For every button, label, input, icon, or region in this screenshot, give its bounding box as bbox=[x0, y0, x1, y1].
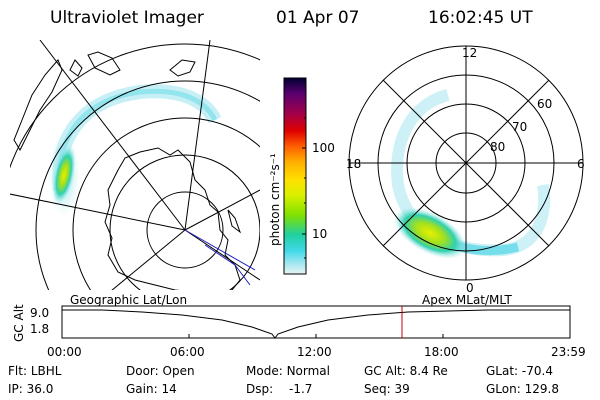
time-tick-1800: 18:00 bbox=[424, 345, 459, 359]
gcalt-label: GC Alt: bbox=[364, 364, 406, 378]
status-dsp: Dsp: -1.7 bbox=[246, 382, 312, 396]
terminator-line bbox=[184, 229, 256, 271]
mlt-label-18: 18 bbox=[346, 157, 362, 171]
mode-value: Normal bbox=[286, 364, 330, 378]
status-filter: Flt: LBHL bbox=[8, 364, 61, 378]
colorbar-tick-100: 100 bbox=[312, 141, 335, 155]
ip-label: IP: bbox=[8, 382, 23, 396]
dsp-label: Dsp: bbox=[246, 382, 274, 396]
mode-label: Mode: bbox=[246, 364, 283, 378]
filter-value: LBHL bbox=[30, 364, 62, 378]
seq-value: 39 bbox=[394, 382, 410, 396]
door-value: Open bbox=[162, 364, 195, 378]
geographic-map bbox=[10, 40, 260, 290]
time-tick-0000: 00:00 bbox=[47, 345, 82, 359]
glon-label: GLon: bbox=[486, 382, 521, 396]
lat-label-60: 60 bbox=[537, 97, 553, 111]
auroral-oval-map bbox=[52, 84, 222, 191]
time-tick-0600: 06:00 bbox=[170, 345, 205, 359]
filter-label: Flt: bbox=[8, 364, 27, 378]
gain-value: 14 bbox=[161, 382, 177, 396]
colorbar-unit-label: photon cm⁻²s⁻¹ bbox=[268, 153, 282, 246]
altitude-timeline bbox=[61, 305, 571, 339]
glon-value: 129.8 bbox=[524, 382, 559, 396]
mlt-label-6: 6 bbox=[577, 157, 585, 171]
glat-label: GLat: bbox=[486, 364, 519, 378]
status-ip: IP: 36.0 bbox=[8, 382, 53, 396]
auroral-hotspot-polar bbox=[393, 207, 467, 259]
timeline-ylabel: GC Alt bbox=[12, 304, 26, 342]
status-glon: GLon: 129.8 bbox=[486, 382, 559, 396]
door-label: Door: bbox=[126, 364, 159, 378]
seq-label: Seq: bbox=[364, 382, 391, 396]
timeline-right-title: Apex MLat/MLT bbox=[422, 293, 512, 307]
ip-value: 36.0 bbox=[26, 382, 54, 396]
gcalt-value: 8.4 Re bbox=[409, 364, 448, 378]
timeline-left-title: Geographic Lat/Lon bbox=[70, 293, 188, 307]
time-tick-1200: 12:00 bbox=[297, 345, 332, 359]
gain-label: Gain: bbox=[126, 382, 158, 396]
status-seq: Seq: 39 bbox=[364, 382, 410, 396]
timeline-ymin: 1.8 bbox=[30, 322, 50, 336]
lat-label-80: 80 bbox=[490, 140, 506, 154]
status-gcalt: GC Alt: 8.4 Re bbox=[364, 364, 448, 378]
instrument-title: Ultraviolet Imager bbox=[50, 8, 204, 28]
glat-value: -70.4 bbox=[521, 364, 553, 378]
dsp-value: -1.7 bbox=[288, 382, 313, 396]
colorbar-tick-10: 10 bbox=[312, 227, 328, 241]
status-door: Door: Open bbox=[126, 364, 195, 378]
date-label: 01 Apr 07 bbox=[276, 8, 360, 28]
altitude-curve bbox=[62, 309, 570, 339]
mlt-label-12: 12 bbox=[462, 46, 478, 60]
timeline-ymax: 9.0 bbox=[30, 306, 50, 320]
time-label: 16:02:45 UT bbox=[428, 8, 533, 28]
status-mode: Mode: Normal bbox=[246, 364, 330, 378]
mlt-label-0: 0 bbox=[466, 281, 474, 295]
time-tick-2359: 23:59 bbox=[551, 345, 586, 359]
lat-label-70: 70 bbox=[512, 120, 528, 134]
polar-mlt-plot bbox=[348, 45, 584, 281]
status-glat: GLat: -70.4 bbox=[486, 364, 553, 378]
status-gain: Gain: 14 bbox=[126, 382, 177, 396]
antarctica-coastline bbox=[104, 147, 241, 290]
colorbar bbox=[283, 77, 307, 275]
south-america-coastline bbox=[13, 59, 63, 152]
